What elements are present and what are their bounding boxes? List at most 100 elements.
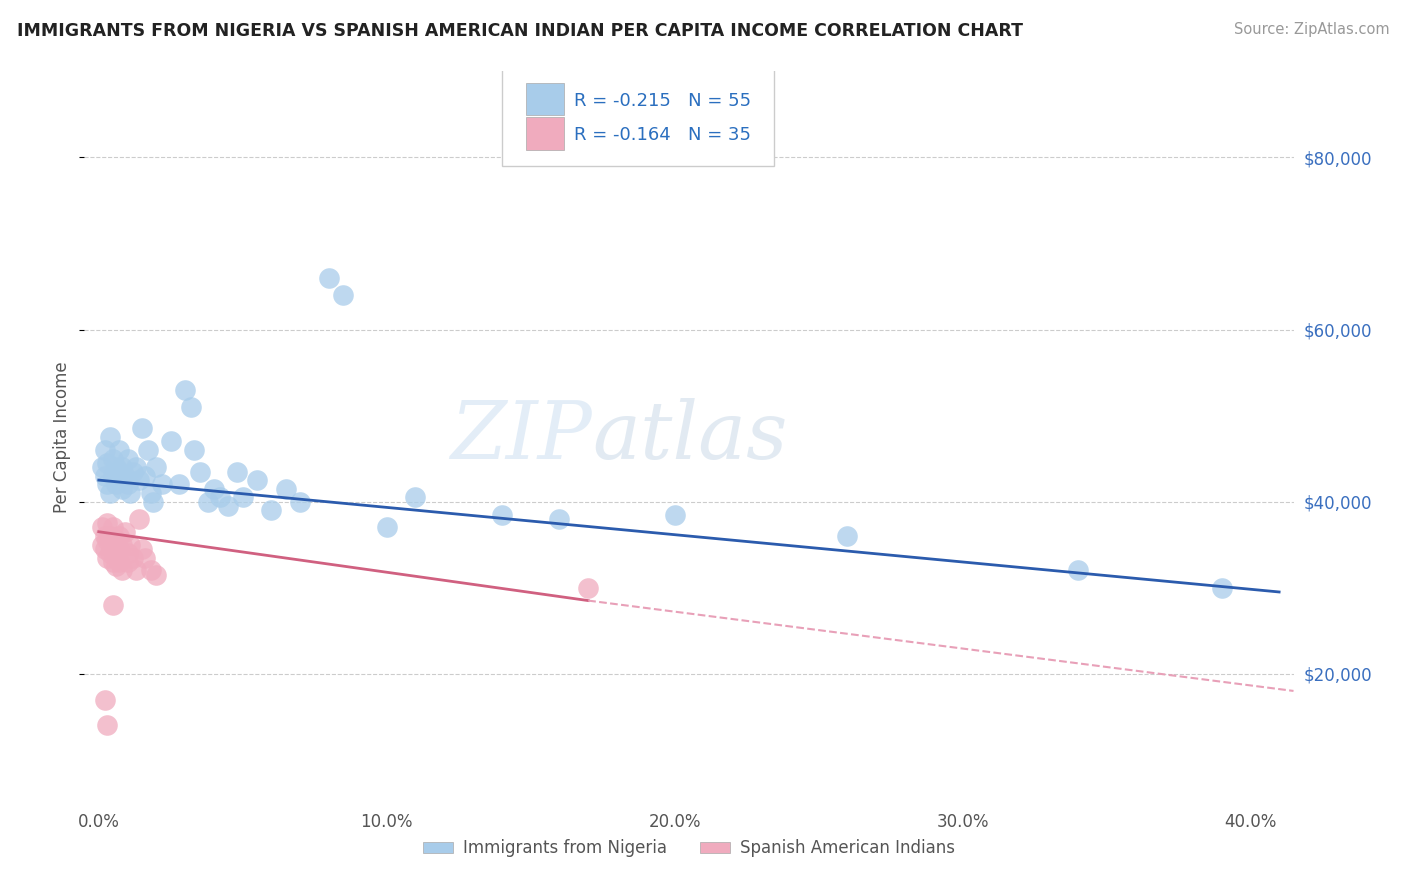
Point <box>96 533 118 548</box>
Point <box>318 271 340 285</box>
Point <box>117 477 139 491</box>
Point <box>108 442 131 457</box>
Point <box>105 533 128 548</box>
Point <box>202 482 225 496</box>
Point <box>404 491 426 505</box>
Point <box>111 538 134 552</box>
FancyBboxPatch shape <box>526 118 564 150</box>
Point <box>101 555 124 569</box>
Point <box>120 486 142 500</box>
Point <box>145 460 167 475</box>
Point <box>108 541 131 556</box>
Point <box>375 520 398 534</box>
Point <box>117 555 139 569</box>
Point <box>142 494 165 508</box>
Point <box>548 512 571 526</box>
Point <box>122 465 145 479</box>
Point <box>131 541 153 556</box>
Point <box>93 541 115 556</box>
Point <box>108 465 131 479</box>
Point <box>90 538 112 552</box>
Point <box>174 383 197 397</box>
Text: ZIP: ZIP <box>450 399 592 475</box>
Point <box>101 538 124 552</box>
Point <box>90 520 112 534</box>
Legend: Immigrants from Nigeria, Spanish American Indians: Immigrants from Nigeria, Spanish America… <box>416 832 962 864</box>
Point <box>159 434 181 449</box>
Point <box>93 692 115 706</box>
Point <box>111 482 134 496</box>
Point <box>134 468 156 483</box>
Point <box>114 524 136 539</box>
FancyBboxPatch shape <box>502 68 773 167</box>
Point <box>98 529 121 543</box>
Point <box>232 491 254 505</box>
Point <box>111 564 134 578</box>
Point <box>105 559 128 574</box>
Point <box>226 465 249 479</box>
Point <box>180 400 202 414</box>
Point <box>150 477 173 491</box>
Point <box>98 546 121 560</box>
Point <box>197 494 219 508</box>
Point <box>90 460 112 475</box>
Point <box>183 442 205 457</box>
Text: R = -0.164   N = 35: R = -0.164 N = 35 <box>574 126 751 144</box>
Point <box>188 465 211 479</box>
Point <box>96 456 118 470</box>
Point <box>108 529 131 543</box>
Point <box>139 486 162 500</box>
Point <box>101 520 124 534</box>
Point <box>169 477 191 491</box>
Text: Source: ZipAtlas.com: Source: ZipAtlas.com <box>1233 22 1389 37</box>
Point <box>101 598 124 612</box>
Point <box>217 499 239 513</box>
Point <box>136 442 159 457</box>
Point <box>664 508 686 522</box>
Point <box>101 468 124 483</box>
Point <box>105 546 128 560</box>
Text: IMMIGRANTS FROM NIGERIA VS SPANISH AMERICAN INDIAN PER CAPITA INCOME CORRELATION: IMMIGRANTS FROM NIGERIA VS SPANISH AMERI… <box>17 22 1024 40</box>
Point <box>134 550 156 565</box>
Point <box>208 491 231 505</box>
Point <box>491 508 513 522</box>
Point <box>128 473 150 487</box>
Point <box>125 460 148 475</box>
Point <box>98 430 121 444</box>
Point <box>290 494 312 508</box>
Text: atlas: atlas <box>592 399 787 475</box>
Point <box>1211 581 1233 595</box>
Point <box>120 538 142 552</box>
Point <box>114 468 136 483</box>
Point <box>111 460 134 475</box>
Point <box>125 564 148 578</box>
Point <box>96 516 118 530</box>
Point <box>96 550 118 565</box>
Text: R = -0.215   N = 55: R = -0.215 N = 55 <box>574 92 751 110</box>
Point <box>145 567 167 582</box>
Point <box>98 486 121 500</box>
Point <box>332 288 354 302</box>
Point <box>260 503 283 517</box>
Point <box>105 460 128 475</box>
Point <box>108 555 131 569</box>
Point <box>117 451 139 466</box>
Point <box>274 482 297 496</box>
Point <box>96 477 118 491</box>
Point <box>576 581 599 595</box>
Point <box>105 477 128 491</box>
Point <box>128 512 150 526</box>
Point <box>93 529 115 543</box>
Point <box>122 550 145 565</box>
Point <box>1066 564 1088 578</box>
Point <box>93 442 115 457</box>
Point <box>101 451 124 466</box>
Point <box>139 564 162 578</box>
Point <box>93 468 115 483</box>
Point <box>117 546 139 560</box>
Y-axis label: Per Capita Income: Per Capita Income <box>53 361 72 513</box>
Point <box>131 421 153 435</box>
Point <box>96 718 118 732</box>
Point <box>246 473 269 487</box>
Point <box>837 529 859 543</box>
